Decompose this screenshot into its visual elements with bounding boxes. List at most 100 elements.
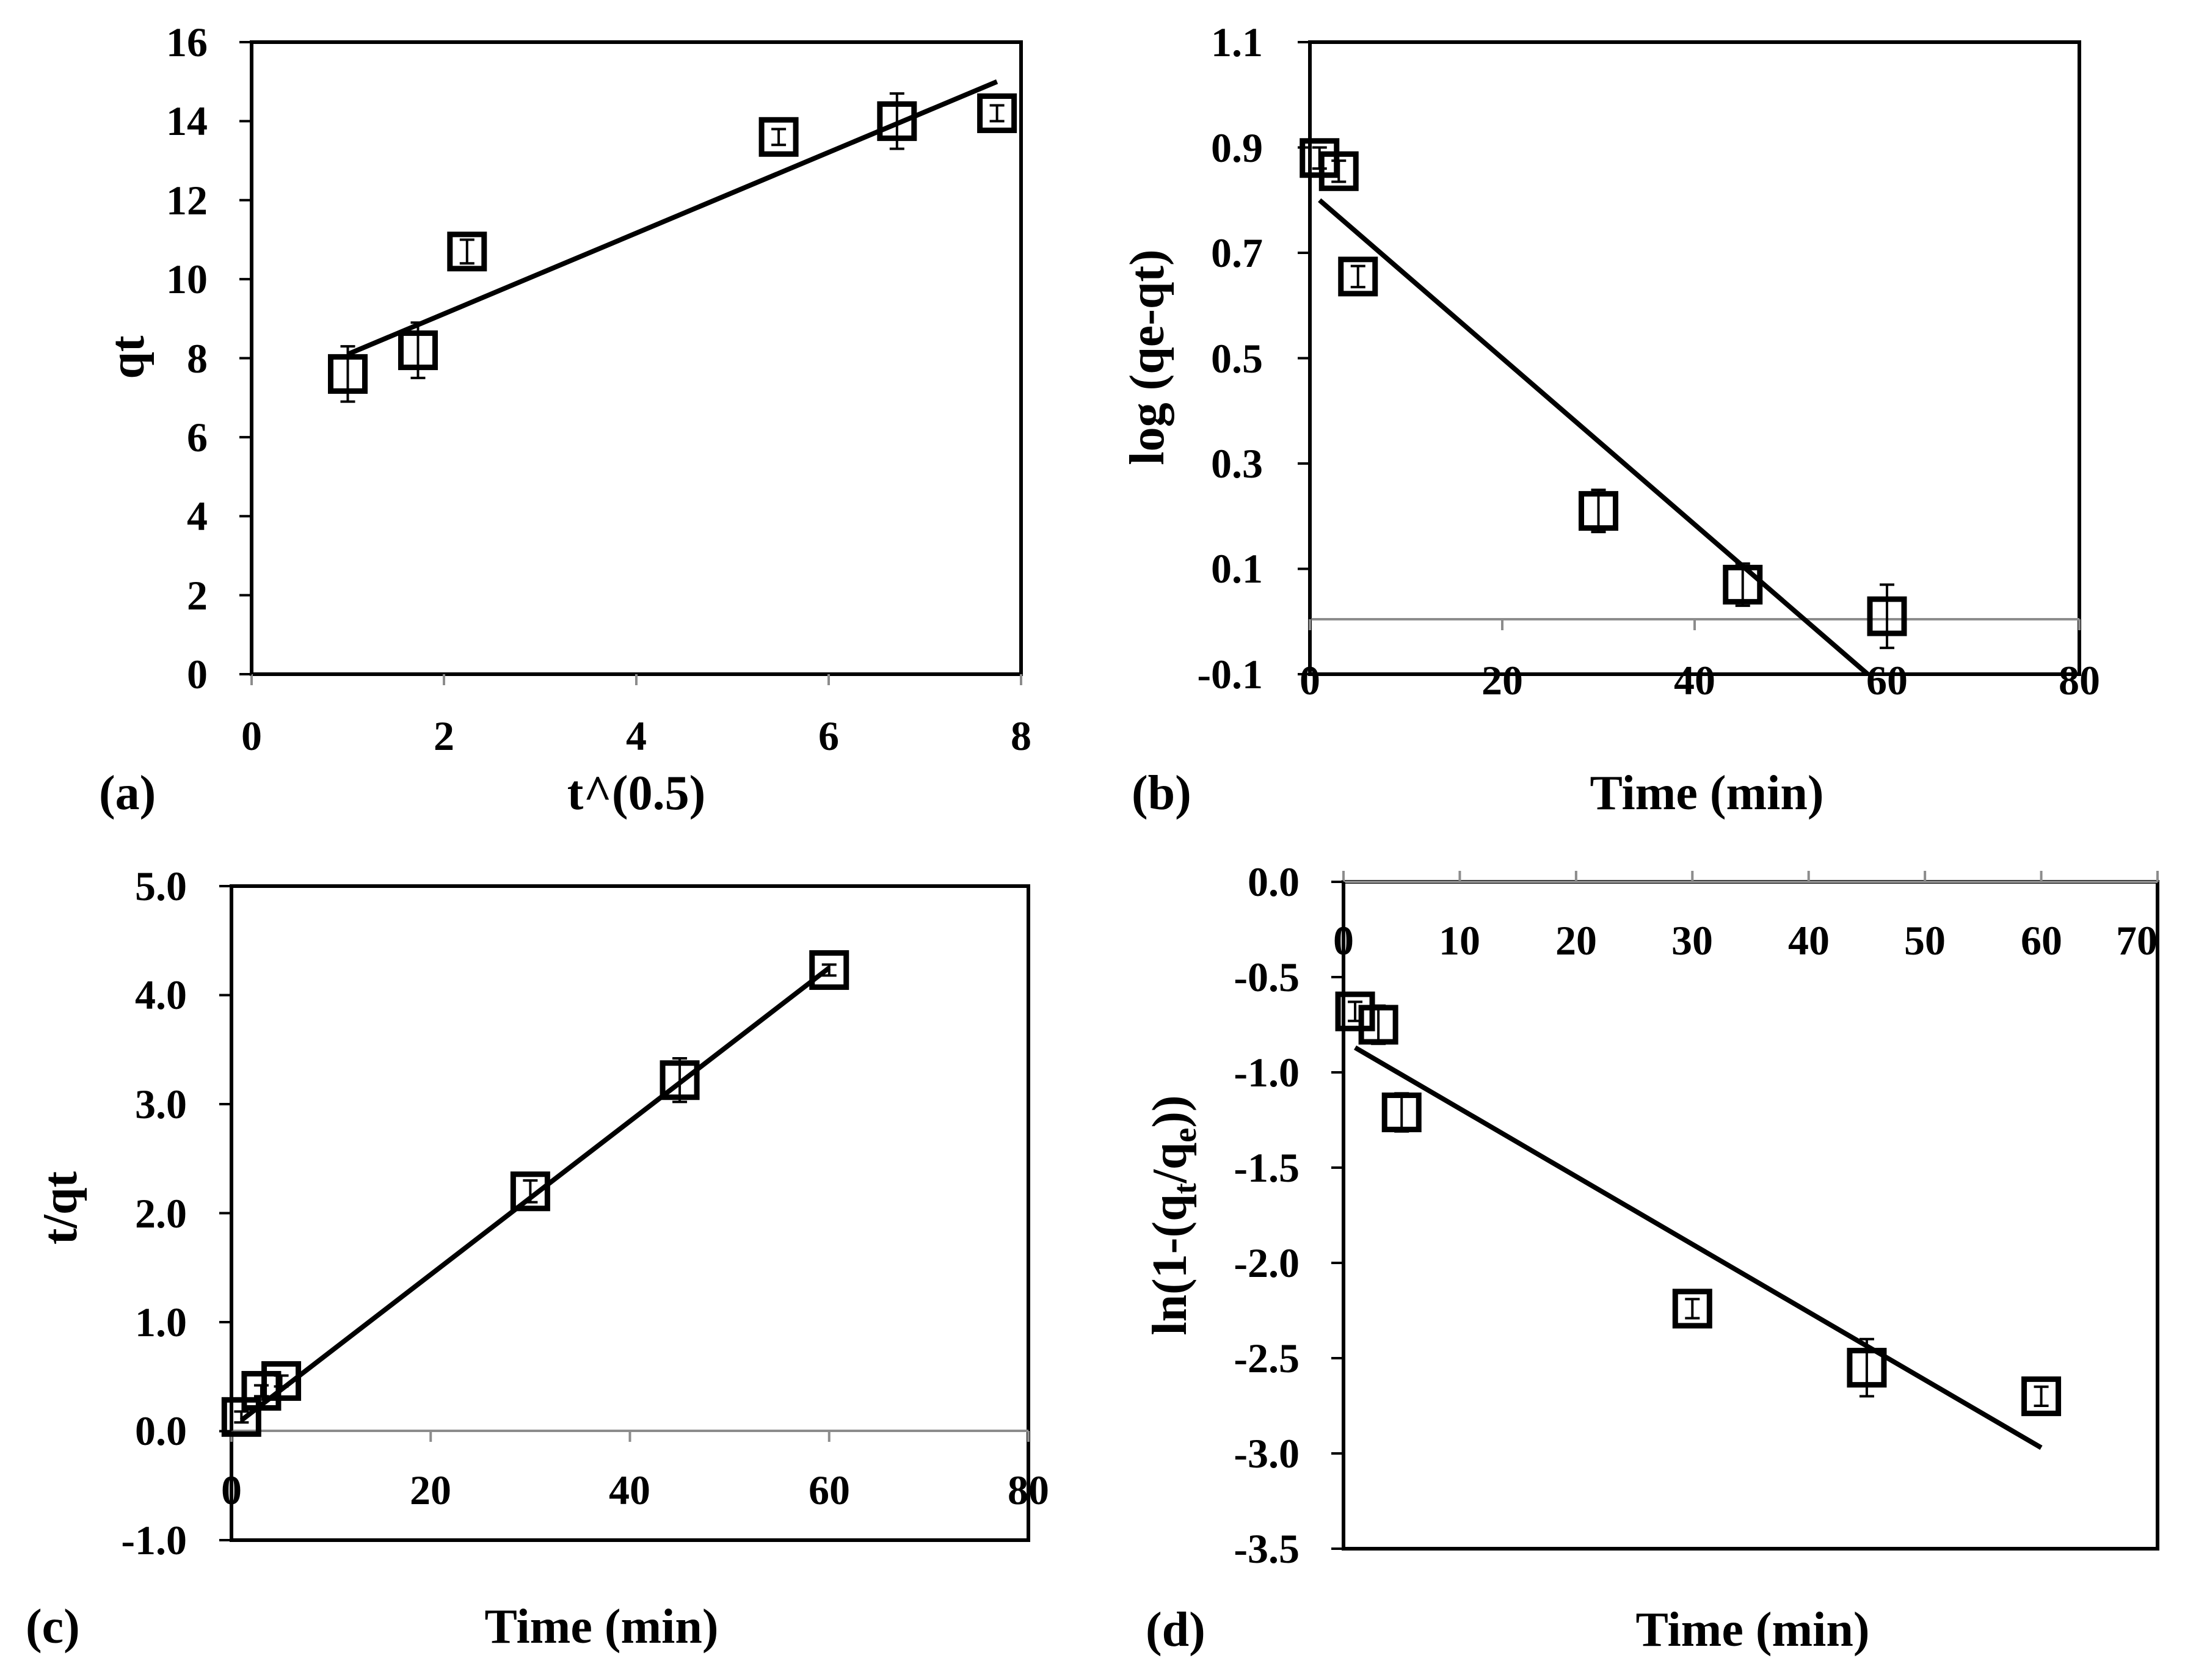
panel-d-y-tick-label: -2.0 (1234, 1240, 1300, 1286)
panel-d-data-point (1358, 1005, 1398, 1045)
panel-c-label: (c) (26, 1600, 80, 1654)
panel-c-x-tick-label: 80 (1008, 1467, 1049, 1513)
panel-c-y-tick-label: 5.0 (135, 863, 187, 909)
panel-d-y-title-part: ln(1-(q (1143, 1194, 1197, 1335)
panel-d-y-tick-label: -1.0 (1234, 1049, 1300, 1096)
panel-b-x-axis-title: Time (min) (1590, 766, 1824, 820)
panel-b-data-point (1723, 564, 1763, 605)
panel-c-y-tick-label: 2.0 (135, 1190, 187, 1237)
panel-b-data-point (1579, 491, 1618, 531)
panel-b-y-tick-label: 0.7 (1211, 230, 1263, 276)
panel-d-data-point (1381, 1093, 1422, 1133)
panel-a-y-axis-title: qt (101, 335, 155, 379)
panel-d-data-point (2021, 1376, 2062, 1416)
panel-a-y-tick-label: 12 (166, 177, 208, 224)
panel-d-y-tick-label: 0.0 (1248, 859, 1300, 905)
panel-b-x-tick-label: 80 (2059, 657, 2100, 704)
panel-a-data-point (328, 354, 368, 394)
panel-c: 0 20 40 60 80 -1.0 0.0 1.0 2.0 3.0 4.0 5… (26, 863, 1049, 1654)
panel-c-y-tick-label: 4.0 (135, 972, 187, 1018)
panel-a-data-point (398, 330, 438, 371)
panel-c-x-tick-label: 0 (221, 1467, 242, 1513)
panel-d-y-title-sub: e (1166, 1128, 1203, 1143)
panel-d-x-tick-label: 20 (1555, 917, 1597, 964)
panel-a-data-point (758, 117, 799, 157)
panel-a-x-tick-label: 4 (626, 713, 647, 759)
panel-d-y-tick-label: -2.5 (1234, 1335, 1300, 1381)
panel-b-label: (b) (1132, 766, 1191, 820)
panel-b-y-tick-label: 0.9 (1211, 125, 1263, 171)
panel-a-data-point (977, 93, 1017, 133)
panel-c-y-tick-label: 0.0 (135, 1408, 187, 1454)
panel-d-x-tick-label: 50 (1904, 917, 1946, 964)
panel-a-x-tick-label: 8 (1011, 713, 1031, 759)
panel-b-y-tick-label: -0.1 (1197, 651, 1263, 697)
panel-b-x-tick-label: 40 (1674, 657, 1715, 704)
panel-d-y-title-sub: t (1166, 1183, 1203, 1194)
panel-a-y-tick-label: 2 (187, 572, 208, 619)
panel-d-plot-frame (1342, 880, 2159, 1551)
panel-b-data-point (1338, 256, 1378, 297)
panel-a-y-tick-label: 16 (166, 19, 208, 65)
panel-b-x-tick-label: 20 (1482, 657, 1523, 704)
panel-b-trend-line (1318, 198, 1870, 677)
panel-d-y-tick-label: -0.5 (1234, 954, 1300, 1000)
panel-c-x-tick-label: 60 (809, 1467, 850, 1513)
panel-c-x-tick-label: 20 (410, 1467, 451, 1513)
panel-b-y-axis-title: log (qe-qt) (1121, 249, 1174, 465)
panel-a-x-axis-title: t^(0.5) (567, 766, 705, 820)
panel-b-y-tick-label: 0.1 (1211, 545, 1263, 592)
panel-d-y-axis-title: ln(1-(qt/qe)) (1143, 1095, 1203, 1335)
panel-d-y-tick-label: -1.5 (1234, 1144, 1300, 1191)
panel-c-data-point (241, 1370, 282, 1411)
panel-a-data-point (877, 101, 917, 141)
panel-d-x-axis-title: Time (min) (1636, 1603, 1870, 1657)
panel-a-x-tick-label: 0 (241, 713, 262, 759)
panel-a-data-point (447, 231, 487, 272)
panel-d-y-tick-label: -3.5 (1234, 1525, 1300, 1572)
panel-d-x-tick-label: 40 (1788, 917, 1830, 964)
panel-c-data-point (510, 1171, 550, 1212)
panel-b-y-tick-label: 0.5 (1211, 335, 1263, 382)
panel-d-x-tick-label: 30 (1671, 917, 1713, 964)
panel-b-y-tick-label: 1.1 (1211, 19, 1263, 65)
panel-c-trend-line (239, 965, 831, 1422)
panel-b-x-tick-label: 0 (1300, 657, 1320, 704)
panel-d-x-tick-label: 60 (2021, 917, 2062, 964)
panel-d-x-tick-label: 70 (2116, 917, 2158, 964)
panel-d-y-title-part: /q (1143, 1143, 1197, 1184)
panel-b-data-point (1867, 596, 1907, 636)
panel-b-plot-frame (1308, 40, 2081, 676)
panel-d-label: (d) (1146, 1603, 1205, 1657)
panel-a-x-tick-label: 2 (434, 713, 454, 759)
panel-c-y-tick-label: -1.0 (121, 1517, 187, 1563)
panel-c-y-tick-label: 1.0 (135, 1299, 187, 1345)
panel-a-y-tick-label: 8 (187, 335, 208, 382)
panel-c-x-tick-label: 40 (609, 1467, 650, 1513)
panel-c-y-axis-title: t/qt (34, 1171, 87, 1245)
panel-d: 0 10 20 30 40 50 60 70 0.0 -0.5 -1.0 -1.… (1143, 859, 2159, 1657)
panel-d-y-title-part: )) (1143, 1095, 1197, 1127)
panel-c-data-point (261, 1361, 302, 1401)
panel-d-data-point (1335, 991, 1375, 1031)
panel-a-y-tick-label: 0 (187, 651, 208, 697)
panel-c-x-axis-title: Time (min) (485, 1600, 719, 1654)
panel-a-label: (a) (99, 766, 156, 820)
panel-b-y-tick-label: 0.3 (1211, 440, 1263, 487)
panel-d-y-tick-label: -3.0 (1234, 1430, 1300, 1477)
panel-a-y-tick-label: 10 (166, 256, 208, 302)
panel-a-y-tick-label: 14 (166, 98, 208, 144)
panel-b-data-point (1318, 151, 1359, 191)
panel-d-x-tick-label: 0 (1333, 917, 1354, 964)
panel-a: 0 2 4 6 8 0 2 4 6 8 10 12 14 16 t^(0.5) … (99, 19, 1031, 820)
panel-d-data-point (1847, 1348, 1887, 1388)
panel-b-x-tick-label: 60 (1866, 657, 1908, 704)
panel-c-plot-frame (230, 884, 1030, 1542)
panel-a-trend-line (346, 79, 998, 357)
panel-a-x-tick-label: 6 (818, 713, 839, 759)
panel-a-y-tick-label: 6 (187, 414, 208, 460)
panel-a-y-tick-label: 4 (187, 493, 208, 539)
panel-b: 0 20 40 60 80 -0.1 0.1 0.3 0.5 0.7 0.9 1… (1121, 19, 2100, 820)
panel-c-y-tick-label: 3.0 (135, 1081, 187, 1127)
